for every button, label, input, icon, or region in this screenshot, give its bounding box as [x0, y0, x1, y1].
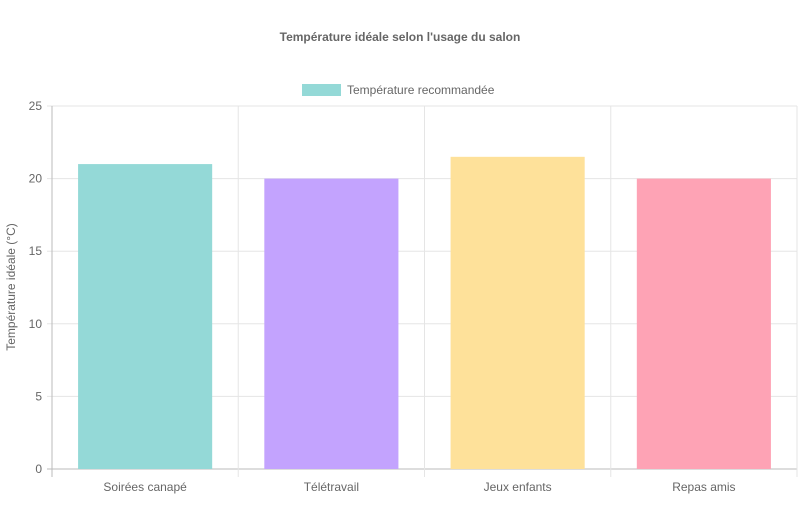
bar — [450, 156, 585, 469]
x-tick-label: Repas amis — [672, 480, 735, 494]
legend[interactable]: Température recommandée — [302, 83, 495, 97]
x-tick-label: Jeux enfants — [484, 480, 552, 494]
bar — [636, 178, 771, 469]
x-tick-label: Soirées canapé — [103, 480, 187, 494]
y-tick-label: 20 — [29, 172, 43, 186]
y-tick-label: 5 — [35, 389, 42, 403]
bar — [264, 178, 399, 469]
legend-swatch — [302, 84, 341, 96]
y-tick-label: 0 — [35, 462, 42, 476]
y-tick-label: 15 — [29, 244, 43, 258]
bar — [78, 164, 213, 469]
chart-title: Température idéale selon l'usage du salo… — [280, 30, 521, 44]
y-tick-label: 10 — [29, 317, 43, 331]
x-tick-label: Télétravail — [304, 480, 359, 494]
y-axis-label: Température idéale (°C) — [4, 223, 18, 351]
legend-label: Température recommandée — [347, 83, 495, 97]
y-tick-label: 25 — [29, 99, 43, 113]
